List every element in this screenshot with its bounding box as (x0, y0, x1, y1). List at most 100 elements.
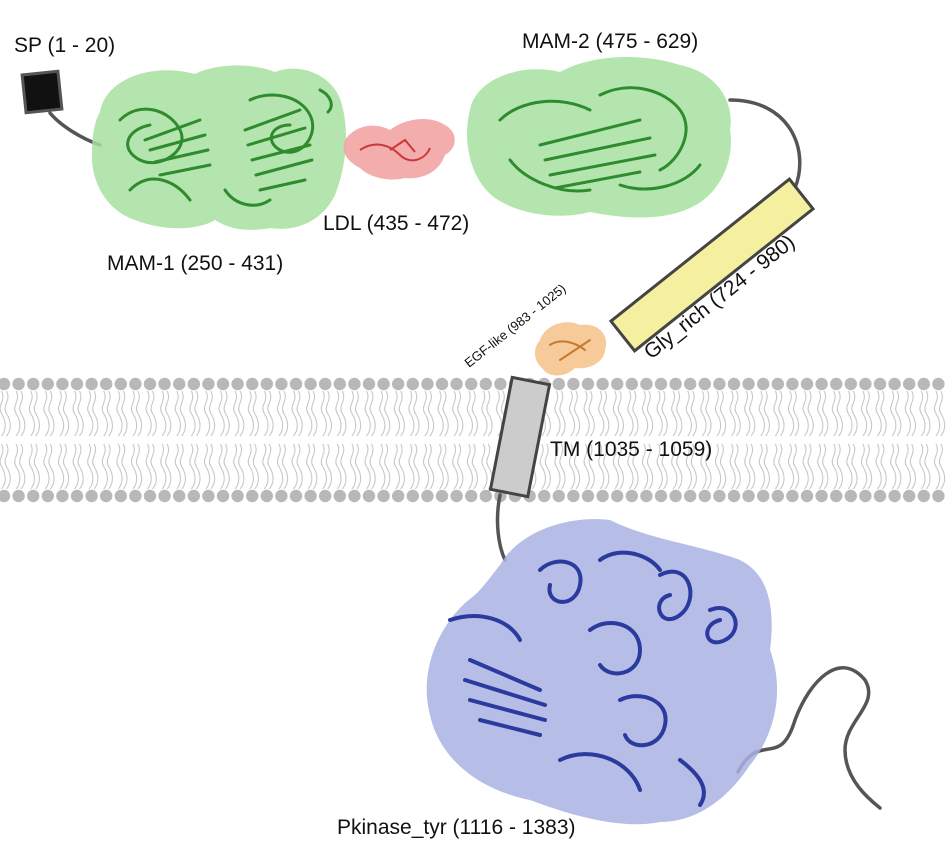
lipid-tail (700, 443, 707, 490)
lipid-head (669, 377, 682, 391)
lipid-head (552, 377, 565, 391)
lipid-tail (802, 390, 809, 437)
lipid-tail (817, 390, 824, 437)
lipid-head (917, 377, 930, 391)
lipid-tail (291, 390, 298, 437)
egf-surface (534, 322, 607, 376)
lipid-tail (904, 443, 911, 490)
lipid-tail (919, 390, 926, 437)
lipid-tail (130, 443, 138, 490)
lipid-head (903, 377, 916, 391)
lipid-tail (121, 390, 128, 437)
lipid-head (12, 377, 25, 391)
lipid-tail (471, 443, 478, 490)
lipid-head (888, 377, 901, 391)
lipid-tail (267, 443, 274, 490)
lipid-tail (612, 443, 619, 490)
lipid-tail (223, 390, 230, 437)
lipid-tail (87, 443, 94, 490)
lipid-head (85, 377, 98, 391)
lipid-tail (617, 443, 624, 490)
lipid-tail (554, 390, 561, 437)
lipid-tail (457, 390, 464, 437)
pkinase-domain (426, 519, 778, 825)
lipid-head (800, 377, 814, 391)
lipid-tail (340, 390, 347, 437)
lipid-tail (641, 443, 649, 490)
lipid-head (903, 489, 916, 503)
lipid-tail (817, 443, 824, 490)
lipid-tail (267, 390, 274, 437)
lipid-tail (33, 443, 40, 490)
lipid-tail (895, 390, 902, 437)
lipid-head (757, 377, 770, 391)
lipid-tail (603, 443, 610, 490)
lipid-tail (773, 390, 780, 437)
lipid-head (567, 489, 580, 503)
lipid-tail (335, 443, 342, 490)
lipid-head (392, 377, 405, 391)
lipid-head (830, 377, 843, 391)
lipid-tail (408, 390, 415, 437)
lipid-tail (865, 443, 873, 490)
lipid-tail (422, 443, 430, 490)
lipid-tail (165, 443, 172, 490)
lipid-head (465, 489, 478, 503)
lipid-head (158, 489, 171, 503)
lipid-head (815, 489, 828, 503)
lipid-head (289, 377, 303, 391)
lipid-tail (354, 443, 362, 490)
lipid-tail (457, 443, 464, 490)
lipid-head (654, 489, 668, 503)
lipid-tail (393, 443, 400, 490)
lipid-tail (320, 390, 327, 437)
lipid-tail (890, 443, 897, 490)
lipid-head (406, 489, 419, 503)
lipid-head (246, 377, 259, 391)
mam2-ribbon (498, 86, 702, 193)
lipid-tail (481, 390, 488, 437)
lipid-head (742, 377, 755, 391)
lipid-tail (544, 443, 551, 490)
lipid-head (260, 377, 273, 391)
lipid-head (85, 489, 98, 503)
lipid-tail (393, 390, 400, 437)
lipid-tail (247, 443, 254, 490)
lipid-tail (194, 443, 201, 490)
lipid-head (844, 377, 857, 391)
lipid-tail (72, 443, 79, 490)
lipid-head (333, 377, 346, 391)
lipid-head (611, 377, 624, 391)
lipid-tail (281, 390, 289, 437)
lipid-tail (0, 390, 6, 437)
lipid-head (70, 489, 84, 503)
lipid-tail (787, 390, 795, 437)
lipid-head (727, 377, 741, 391)
lipid-head (435, 377, 449, 391)
lipid-head (129, 489, 142, 503)
lipid-head (56, 489, 69, 503)
lipid-tail (588, 443, 595, 490)
lipid-head (173, 377, 186, 391)
lipid-tail (179, 443, 186, 490)
lipid-tail (77, 443, 84, 490)
lipid-tail (466, 390, 473, 437)
lipid-tail (252, 390, 259, 437)
lipid-tail (48, 443, 55, 490)
lipid-tail (924, 390, 931, 437)
lipid-tail (938, 390, 946, 437)
lipid-tail (33, 390, 40, 437)
lipid-head (202, 377, 215, 391)
lipid-tail (778, 390, 785, 437)
ldl-ribbon (359, 138, 431, 162)
lipid-tail (603, 390, 610, 437)
lipid-tail (778, 443, 785, 490)
lipid-tail (822, 390, 829, 437)
lipid-tail (539, 443, 546, 490)
lipid-head (640, 377, 653, 391)
lipid-tail (904, 390, 911, 437)
lipid-head (859, 489, 872, 503)
lipid-head (143, 377, 157, 391)
lipid-tail (408, 443, 415, 490)
lipid-tail (860, 390, 868, 437)
